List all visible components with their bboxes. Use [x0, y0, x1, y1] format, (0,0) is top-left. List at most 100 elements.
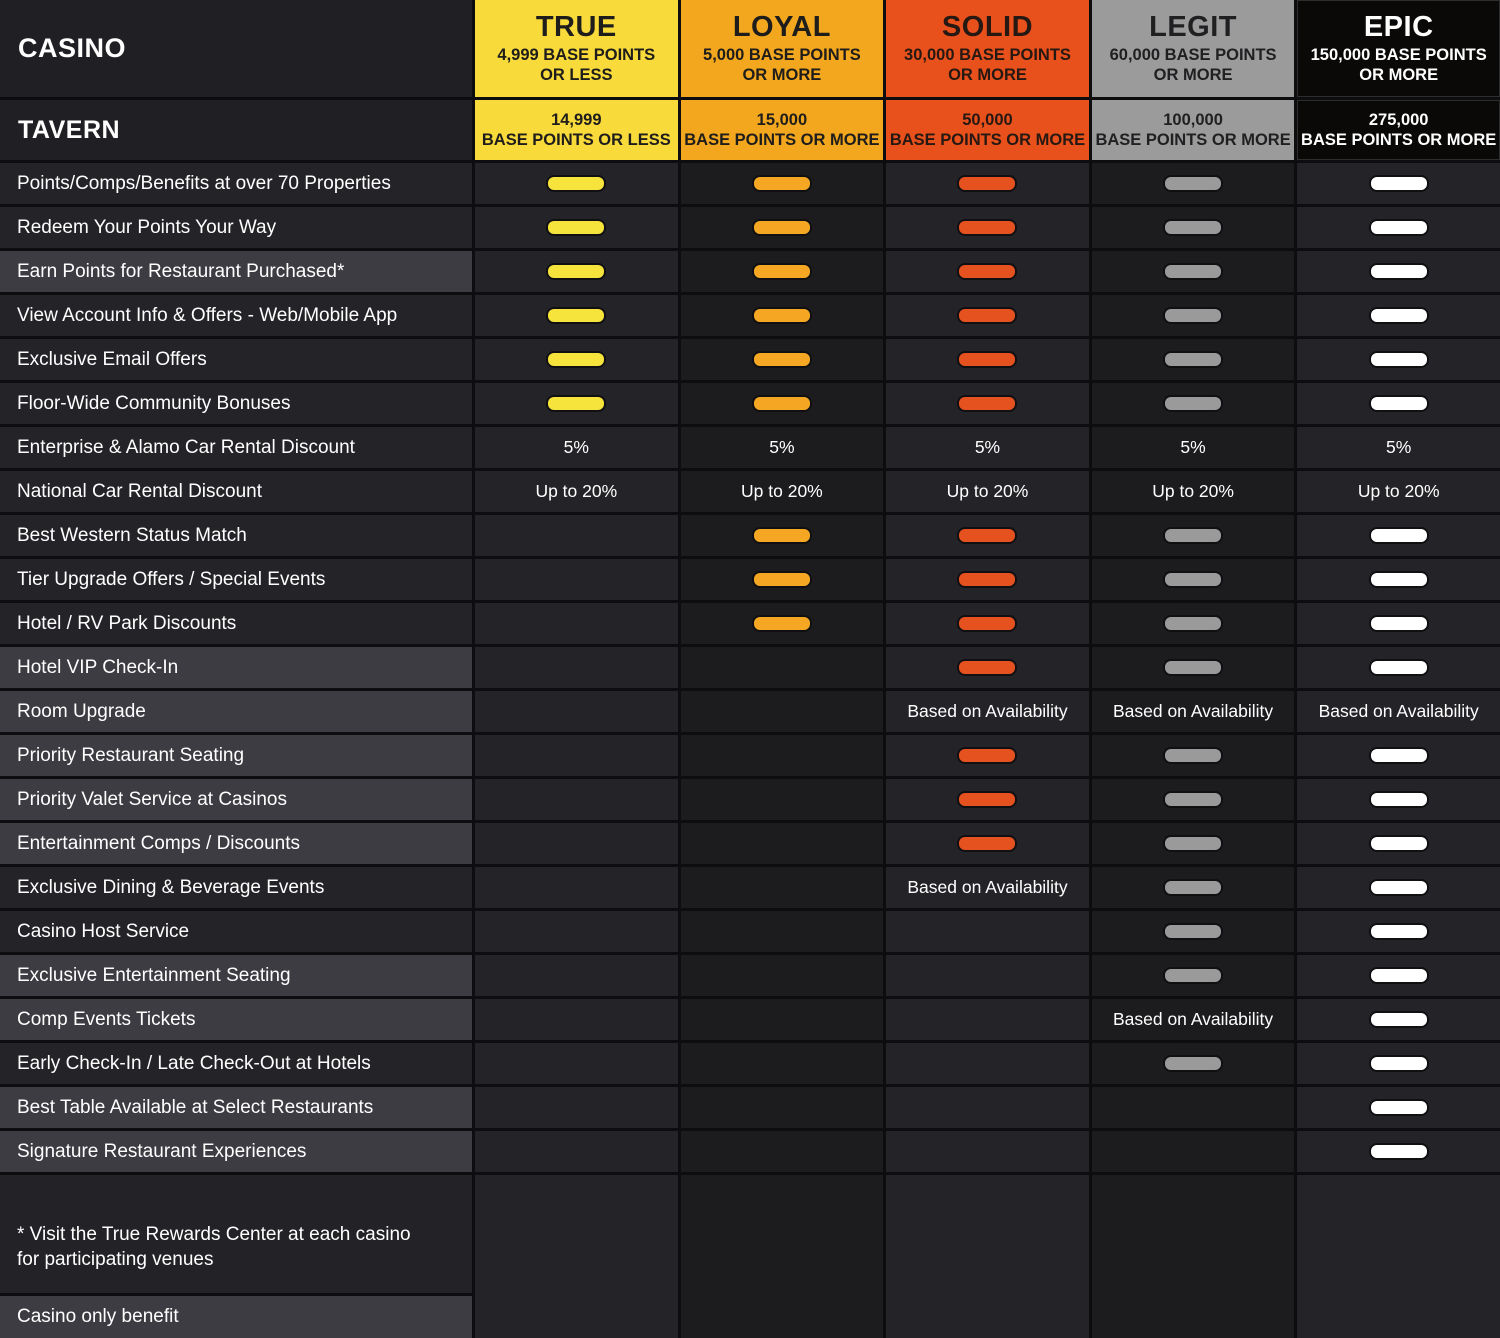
dash-indicator — [751, 263, 812, 280]
dash-indicator — [957, 175, 1018, 192]
benefit-row: View Account Info & Offers - Web/Mobile … — [0, 295, 1500, 336]
dash-indicator — [751, 615, 812, 632]
benefit-cell-true — [475, 647, 678, 688]
benefit-cell-epic — [1297, 1043, 1500, 1084]
footer-empty-cell-loyal — [680, 1175, 884, 1338]
benefit-cell-loyal — [680, 163, 884, 204]
benefit-cell-loyal — [680, 955, 884, 996]
tier-casino-threshold: 4,999 BASE POINTS OR LESS — [497, 46, 656, 85]
benefit-row: Casino Host Service — [0, 911, 1500, 952]
dash-indicator — [957, 351, 1018, 368]
benefit-cell-true — [475, 1131, 678, 1172]
benefit-cell-legit: Based on Availability — [1091, 999, 1295, 1040]
benefit-cell-text: Up to 20% — [741, 481, 823, 501]
dash-indicator — [957, 527, 1018, 544]
benefit-label: Priority Restaurant Seating — [0, 735, 472, 776]
dash-indicator — [1163, 351, 1224, 368]
dash-indicator — [546, 395, 607, 412]
dash-indicator — [751, 175, 812, 192]
benefit-label: Exclusive Dining & Beverage Events — [0, 867, 472, 908]
benefit-cell-loyal — [680, 691, 884, 732]
benefit-cell-text: Based on Availability — [907, 701, 1068, 721]
benefit-cell-legit: Up to 20% — [1091, 471, 1295, 512]
dash-indicator — [1163, 615, 1224, 632]
benefit-row: Earn Points for Restaurant Purchased* — [0, 251, 1500, 292]
tier-name: LEGIT — [1149, 10, 1238, 43]
tier-casino-threshold: 30,000 BASE POINTS OR MORE — [904, 46, 1071, 85]
benefit-cell-solid — [886, 735, 1089, 776]
benefit-row: Redeem Your Points Your Way — [0, 207, 1500, 248]
benefit-cell-true — [475, 691, 678, 732]
benefit-cell-epic — [1297, 207, 1500, 248]
benefit-cell-solid — [886, 779, 1089, 820]
dash-indicator — [1368, 527, 1429, 544]
casino-label: CASINO — [18, 33, 127, 63]
benefit-cell-loyal — [680, 647, 884, 688]
benefit-cell-epic — [1297, 339, 1500, 380]
benefit-cell-legit — [1091, 339, 1295, 380]
dash-indicator — [957, 307, 1018, 324]
benefit-label: Signature Restaurant Experiences — [0, 1131, 472, 1172]
benefit-label: Early Check-In / Late Check-Out at Hotel… — [0, 1043, 472, 1084]
benefit-rows: Points/Comps/Benefits at over 70 Propert… — [0, 163, 1500, 1172]
benefit-cell-true: 5% — [475, 427, 678, 468]
tier-header-epic: EPIC 150,000 BASE POINTS OR MORE — [1297, 0, 1500, 97]
dash-indicator — [1368, 1143, 1429, 1160]
benefit-cell-legit — [1091, 735, 1295, 776]
footnote: * Visit the True Rewards Center at each … — [0, 1175, 472, 1293]
dash-indicator — [957, 219, 1018, 236]
footer-empty-cell-legit — [1091, 1175, 1295, 1338]
benefit-cell-loyal — [680, 603, 884, 644]
dash-indicator — [546, 263, 607, 280]
benefit-cell-epic — [1297, 559, 1500, 600]
dash-indicator — [1163, 219, 1224, 236]
benefit-cell-solid: Based on Availability — [886, 867, 1089, 908]
benefit-cell-solid — [886, 515, 1089, 556]
benefit-cell-text: Up to 20% — [1152, 481, 1234, 501]
benefit-cell-legit — [1091, 383, 1295, 424]
dash-indicator — [1368, 967, 1429, 984]
dash-indicator — [957, 659, 1018, 676]
dash-indicator — [1368, 219, 1429, 236]
dash-indicator — [751, 307, 812, 324]
benefit-row: Enterprise & Alamo Car Rental Discount 5%… — [0, 427, 1500, 468]
benefit-label: View Account Info & Offers - Web/Mobile … — [0, 295, 472, 336]
benefit-cell-solid: Based on Availability — [886, 691, 1089, 732]
benefit-cell-true — [475, 559, 678, 600]
benefit-cell-text: 5% — [563, 437, 589, 457]
benefit-cell-epic: 5% — [1297, 427, 1500, 468]
benefit-cell-solid — [886, 383, 1089, 424]
benefit-cell-epic — [1297, 515, 1500, 556]
benefit-row: Priority Restaurant Seating — [0, 735, 1500, 776]
benefit-label: Priority Valet Service at Casinos — [0, 779, 472, 820]
dash-indicator — [1163, 879, 1224, 896]
dash-indicator — [1163, 835, 1224, 852]
benefit-cell-true — [475, 867, 678, 908]
benefit-cell-legit — [1091, 823, 1295, 864]
benefit-cell-epic — [1297, 383, 1500, 424]
benefit-row: Signature Restaurant Experiences — [0, 1131, 1500, 1172]
benefit-cell-legit: Based on Availability — [1091, 691, 1295, 732]
benefit-row: Tier Upgrade Offers / Special Events — [0, 559, 1500, 600]
benefit-cell-epic — [1297, 1087, 1500, 1128]
benefit-label: Best Table Available at Select Restauran… — [0, 1087, 472, 1128]
dash-indicator — [1163, 967, 1224, 984]
benefit-cell-true — [475, 1087, 678, 1128]
header-row-casino: CASINO TRUE 4,999 BASE POINTS OR LESS LO… — [0, 0, 1500, 97]
benefit-cell-epic — [1297, 1131, 1500, 1172]
benefit-cell-epic — [1297, 911, 1500, 952]
dash-indicator — [1368, 175, 1429, 192]
benefit-cell-loyal — [680, 779, 884, 820]
benefit-cell-true — [475, 207, 678, 248]
dash-indicator — [751, 527, 812, 544]
dash-indicator — [957, 571, 1018, 588]
benefit-row: National Car Rental Discount Up to 20% Up … — [0, 471, 1500, 512]
benefit-cell-solid — [886, 911, 1089, 952]
tier-header-true: TRUE 4,999 BASE POINTS OR LESS — [475, 0, 678, 97]
benefit-cell-solid — [886, 163, 1089, 204]
benefit-cell-epic — [1297, 999, 1500, 1040]
benefit-cell-loyal — [680, 1087, 884, 1128]
tier-header-loyal: LOYAL 5,000 BASE POINTS OR MORE — [680, 0, 884, 97]
benefit-cell-loyal — [680, 735, 884, 776]
benefit-cell-legit — [1091, 251, 1295, 292]
